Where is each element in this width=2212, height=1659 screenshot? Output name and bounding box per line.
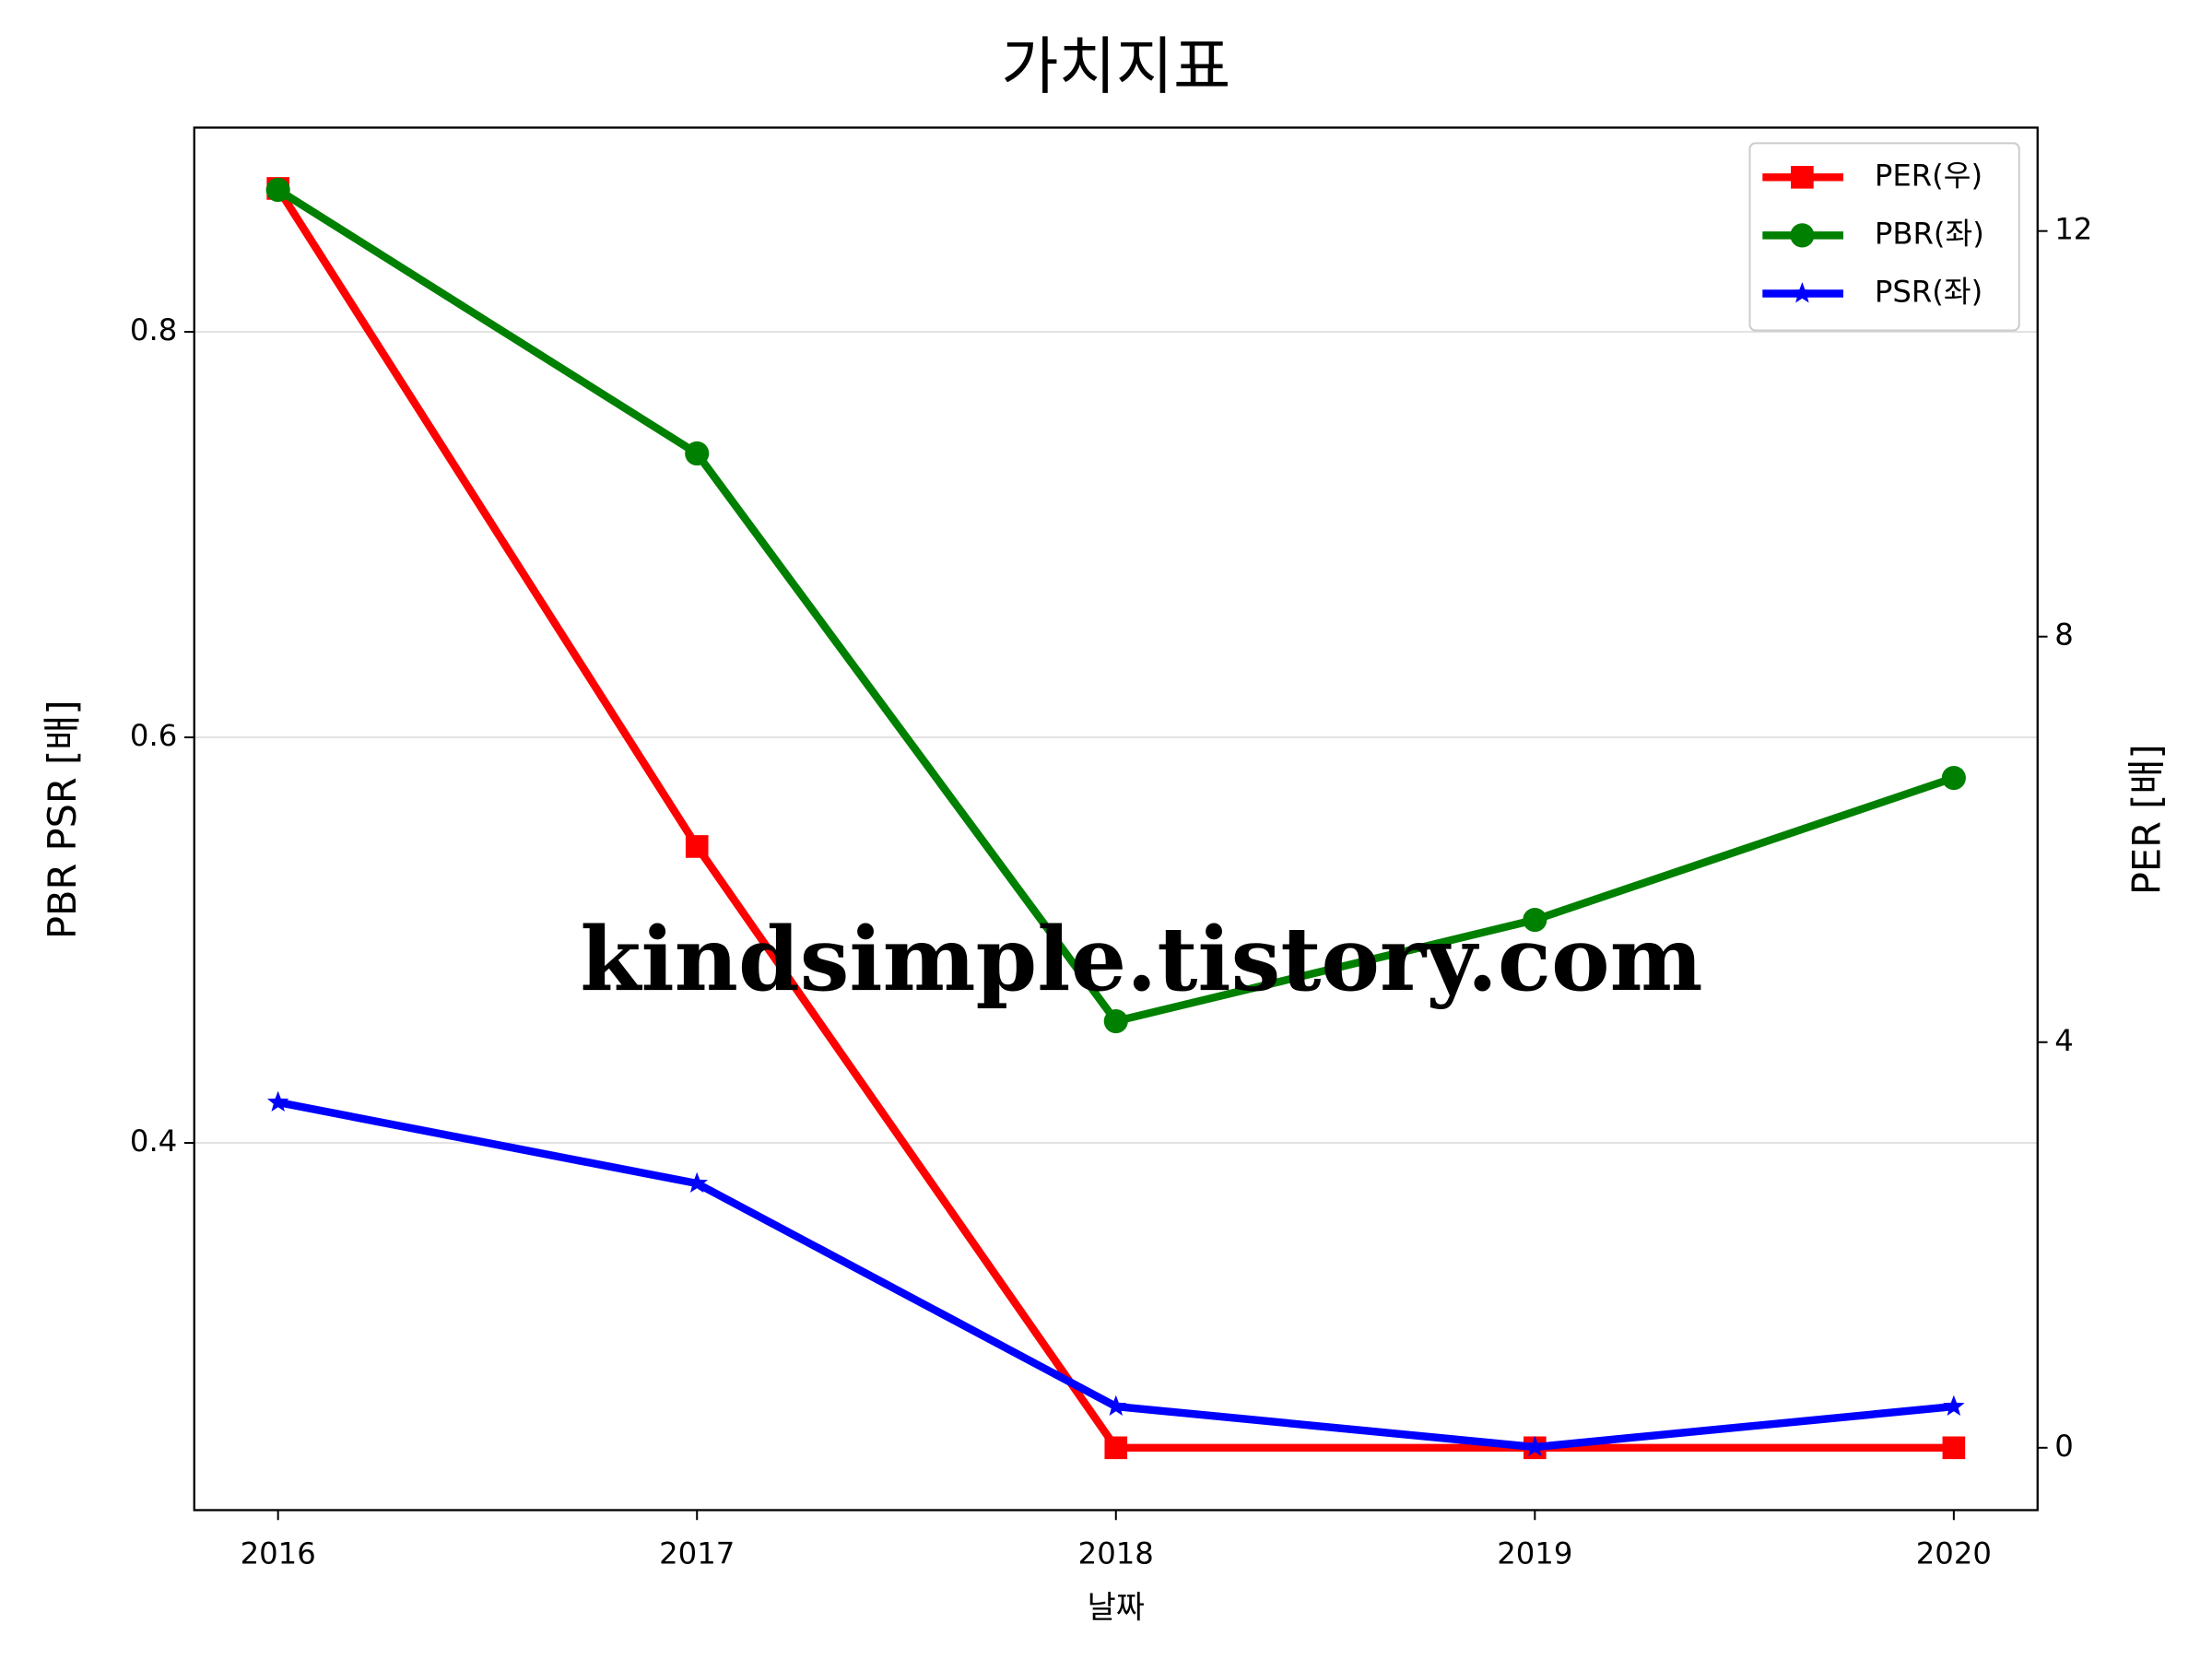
legend: PER(우) PBR(좌) PSR(좌) bbox=[1748, 142, 2020, 332]
marker bbox=[1524, 1435, 1547, 1456]
legend-label: PSR(좌) bbox=[1875, 274, 1983, 309]
y2-tick-label: 4 bbox=[2054, 1023, 2074, 1058]
y2-axis-label: PER [배] bbox=[2124, 744, 2169, 895]
y2-tick-label: 0 bbox=[2054, 1429, 2074, 1464]
y-tick-label: 0.8 bbox=[130, 312, 177, 347]
chart-title: 가치지표 bbox=[1001, 29, 1230, 102]
marker bbox=[1942, 1436, 1966, 1460]
x-tick-label: 2016 bbox=[241, 1536, 316, 1571]
y2-tick-label: 12 bbox=[2054, 212, 2092, 247]
legend-label: PER(우) bbox=[1875, 158, 1983, 193]
marker bbox=[685, 835, 709, 858]
marker bbox=[265, 177, 290, 203]
marker bbox=[1943, 1394, 1965, 1416]
y-tick-label: 0.6 bbox=[130, 718, 177, 753]
x-axis-label: 날짜 bbox=[1088, 1590, 1145, 1626]
marker bbox=[1791, 282, 1814, 303]
marker bbox=[1523, 907, 1547, 933]
marker bbox=[1104, 1436, 1128, 1460]
x-tick-label: 2019 bbox=[1497, 1536, 1572, 1571]
y-axis-label: PBR PSR [배] bbox=[40, 700, 85, 939]
marker bbox=[1103, 1008, 1128, 1034]
marker bbox=[1790, 223, 1815, 248]
x-tick-label: 2018 bbox=[1078, 1536, 1154, 1571]
marker bbox=[1105, 1394, 1127, 1416]
marker bbox=[1941, 765, 1966, 791]
x-tick-label: 2017 bbox=[659, 1536, 735, 1571]
marker bbox=[267, 1090, 289, 1112]
legend-box bbox=[1748, 142, 2020, 332]
y-tick-label: 0.4 bbox=[130, 1124, 177, 1159]
marker bbox=[1791, 166, 1814, 189]
series-line bbox=[275, 186, 1954, 1453]
legend-label: PBR(좌) bbox=[1875, 216, 1984, 251]
marker bbox=[685, 441, 710, 466]
x-tick-label: 2020 bbox=[1916, 1536, 1992, 1571]
y2-tick-label: 8 bbox=[2054, 618, 2074, 653]
marker bbox=[686, 1171, 708, 1193]
plot-frame bbox=[193, 126, 2039, 1512]
watermark: kindsimple.tistory.com bbox=[580, 908, 1702, 1011]
series-line bbox=[276, 186, 1956, 1026]
